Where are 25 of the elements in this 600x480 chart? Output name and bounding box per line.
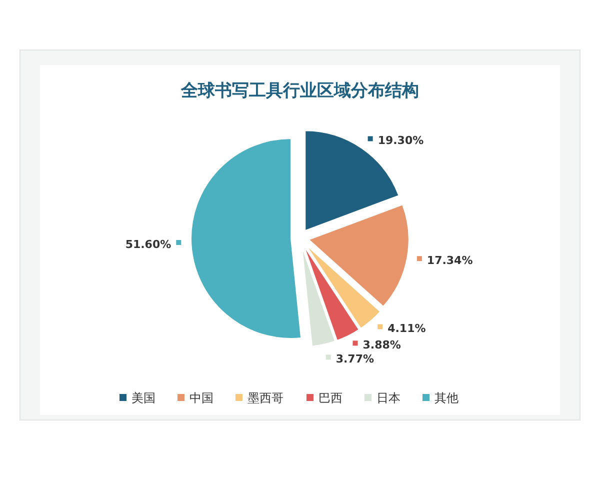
data-label: 3.88% <box>362 338 401 352</box>
label: 51.60% <box>125 238 182 251</box>
legend-label: 日本 <box>376 391 400 405</box>
legend-item: 其他 <box>422 391 458 405</box>
legend-item: 墨西哥 <box>236 391 284 405</box>
data-label: 19.30% <box>378 134 424 148</box>
legend-item: 巴西 <box>306 391 342 405</box>
data-label: 4.11% <box>388 322 426 336</box>
legend-label: 其他 <box>434 391 458 405</box>
legend-item: 美国 <box>120 391 156 405</box>
legend-label: 美国 <box>132 391 156 405</box>
label: 17.34% <box>416 254 473 268</box>
legend-label: 墨西哥 <box>248 391 284 405</box>
chart-title: 全球书写工具行业区域分布结构 <box>180 81 419 101</box>
legend-label: 巴西 <box>318 391 342 405</box>
data-label: 3.77% <box>336 352 374 366</box>
legend-label: 中国 <box>190 391 214 405</box>
label: 19.30% <box>368 134 424 148</box>
data-label: 17.34% <box>426 254 473 268</box>
data-label: 51.60% <box>125 238 172 251</box>
legend-item: 中国 <box>178 391 214 405</box>
label: 4.11% <box>378 322 426 336</box>
label: 3.88% <box>352 338 401 352</box>
label: 3.77% <box>326 352 374 366</box>
legend-item: 日本 <box>364 391 400 405</box>
